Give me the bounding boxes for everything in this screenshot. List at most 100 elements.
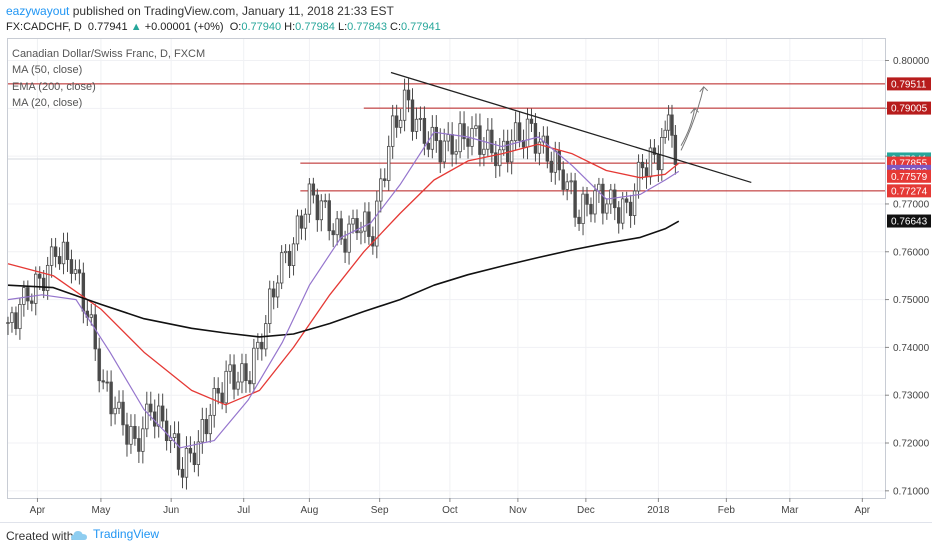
candle-body bbox=[363, 211, 367, 232]
x-tick-label: Mar bbox=[781, 505, 799, 516]
candle-body bbox=[474, 125, 478, 129]
candle-body bbox=[240, 363, 244, 383]
candle-body bbox=[311, 183, 316, 196]
candle-body bbox=[49, 246, 54, 266]
candle-body bbox=[593, 190, 597, 215]
x-tick-label: Sep bbox=[371, 505, 389, 516]
candle-body bbox=[597, 183, 601, 192]
candle-body bbox=[248, 380, 252, 385]
candle-body bbox=[327, 200, 331, 232]
y-tick-label: 0.76000 bbox=[893, 247, 930, 258]
candle-body bbox=[69, 259, 74, 274]
candle-body bbox=[256, 341, 260, 349]
candle-body bbox=[414, 118, 419, 132]
candle-body bbox=[557, 150, 561, 171]
candle-body bbox=[660, 136, 664, 171]
candle-body bbox=[208, 414, 212, 435]
candle-body bbox=[442, 140, 446, 163]
y-tick-label: 0.80000 bbox=[893, 56, 930, 67]
candle-body bbox=[359, 230, 363, 234]
candle-body bbox=[260, 341, 264, 350]
candle-body bbox=[283, 250, 288, 254]
candle-body bbox=[670, 114, 674, 136]
time-axis[interactable]: Apr May Jun Jul Aug Sep Oct Nov Dec 2018 Feb Mar Apr bbox=[30, 498, 871, 516]
candle-body bbox=[287, 250, 292, 266]
candle-body bbox=[644, 167, 649, 178]
candle-body bbox=[30, 300, 34, 304]
price-tag bbox=[887, 169, 931, 183]
candle-body bbox=[656, 154, 661, 171]
candle-body bbox=[624, 198, 629, 203]
candle-body bbox=[673, 134, 678, 165]
open-label: O: bbox=[229, 21, 242, 33]
candles bbox=[6, 78, 678, 490]
open-value: 0.77940 bbox=[241, 21, 282, 33]
candle-body bbox=[605, 203, 609, 214]
candle-body bbox=[573, 180, 577, 218]
candle-body bbox=[109, 381, 113, 415]
candle-body bbox=[10, 312, 14, 323]
candle-body bbox=[41, 277, 46, 291]
arrow-head-icon bbox=[699, 86, 709, 93]
candle-body bbox=[141, 428, 145, 452]
x-tick-label: Jun bbox=[163, 505, 179, 516]
price-chart[interactable]: 0.800000.790000.780000.770000.760000.750… bbox=[0, 0, 932, 522]
candle-body bbox=[632, 190, 637, 216]
candle-body bbox=[323, 200, 327, 203]
candle-body bbox=[490, 129, 494, 154]
indicator-lines bbox=[7, 131, 680, 449]
candle-body bbox=[513, 122, 518, 142]
candle-body bbox=[565, 181, 569, 190]
indicator-line bbox=[7, 220, 680, 338]
candle-body bbox=[137, 438, 141, 452]
up-arrow-icon: ▲ bbox=[130, 21, 142, 33]
candle-body bbox=[192, 452, 197, 465]
candle-body bbox=[133, 425, 137, 439]
x-tick-label: Oct bbox=[442, 505, 458, 516]
candle-body bbox=[156, 405, 161, 427]
candle-body bbox=[454, 151, 458, 155]
candle-body bbox=[410, 99, 415, 132]
candle-body bbox=[291, 243, 296, 266]
candle-body bbox=[212, 387, 216, 416]
legend-ma20: MA (20, close) bbox=[12, 97, 82, 109]
legend-ma50: MA (50, close) bbox=[12, 64, 82, 76]
candle-body bbox=[18, 304, 22, 330]
y-tick-label: 0.73000 bbox=[893, 391, 930, 402]
author-link[interactable]: eazywayout bbox=[6, 4, 70, 18]
symbol-label: FX:CADCHF, D bbox=[6, 21, 82, 33]
candle-body bbox=[22, 287, 26, 305]
candle-body bbox=[331, 230, 335, 236]
candle-body bbox=[160, 405, 165, 422]
price-change: +0.00001 (+0%) bbox=[144, 21, 224, 33]
tradingview-cloud-icon bbox=[71, 531, 87, 540]
candle-body bbox=[220, 392, 224, 404]
candle-body bbox=[129, 425, 133, 445]
y-tick-label: 0.74000 bbox=[893, 343, 930, 354]
candle-body bbox=[38, 273, 42, 279]
plot-border bbox=[7, 38, 886, 499]
candle-body bbox=[81, 272, 86, 312]
candle-body bbox=[184, 447, 189, 478]
candle-body bbox=[101, 380, 105, 383]
candle-body bbox=[45, 264, 50, 291]
candle-body bbox=[482, 148, 486, 155]
candle-body bbox=[164, 420, 169, 442]
tradingview-brand[interactable]: TradingView bbox=[93, 527, 160, 541]
candle-body bbox=[545, 135, 550, 162]
x-tick-label: Jul bbox=[237, 505, 250, 516]
candle-body bbox=[196, 441, 201, 465]
price-tag-label: 0.76643 bbox=[891, 217, 928, 228]
candle-body bbox=[394, 115, 399, 128]
candle-body bbox=[295, 215, 300, 245]
low-label: L: bbox=[337, 21, 348, 33]
candle-body bbox=[232, 364, 236, 390]
y-tick-label: 0.72000 bbox=[893, 439, 930, 450]
candle-body bbox=[275, 282, 280, 298]
candle-body bbox=[585, 193, 589, 205]
price-axis[interactable]: 0.800000.790000.780000.770000.760000.750… bbox=[885, 56, 931, 497]
candle-body bbox=[402, 89, 407, 121]
candle-body bbox=[347, 223, 351, 253]
drawings bbox=[390, 71, 752, 184]
close-value: 0.77941 bbox=[401, 21, 441, 33]
